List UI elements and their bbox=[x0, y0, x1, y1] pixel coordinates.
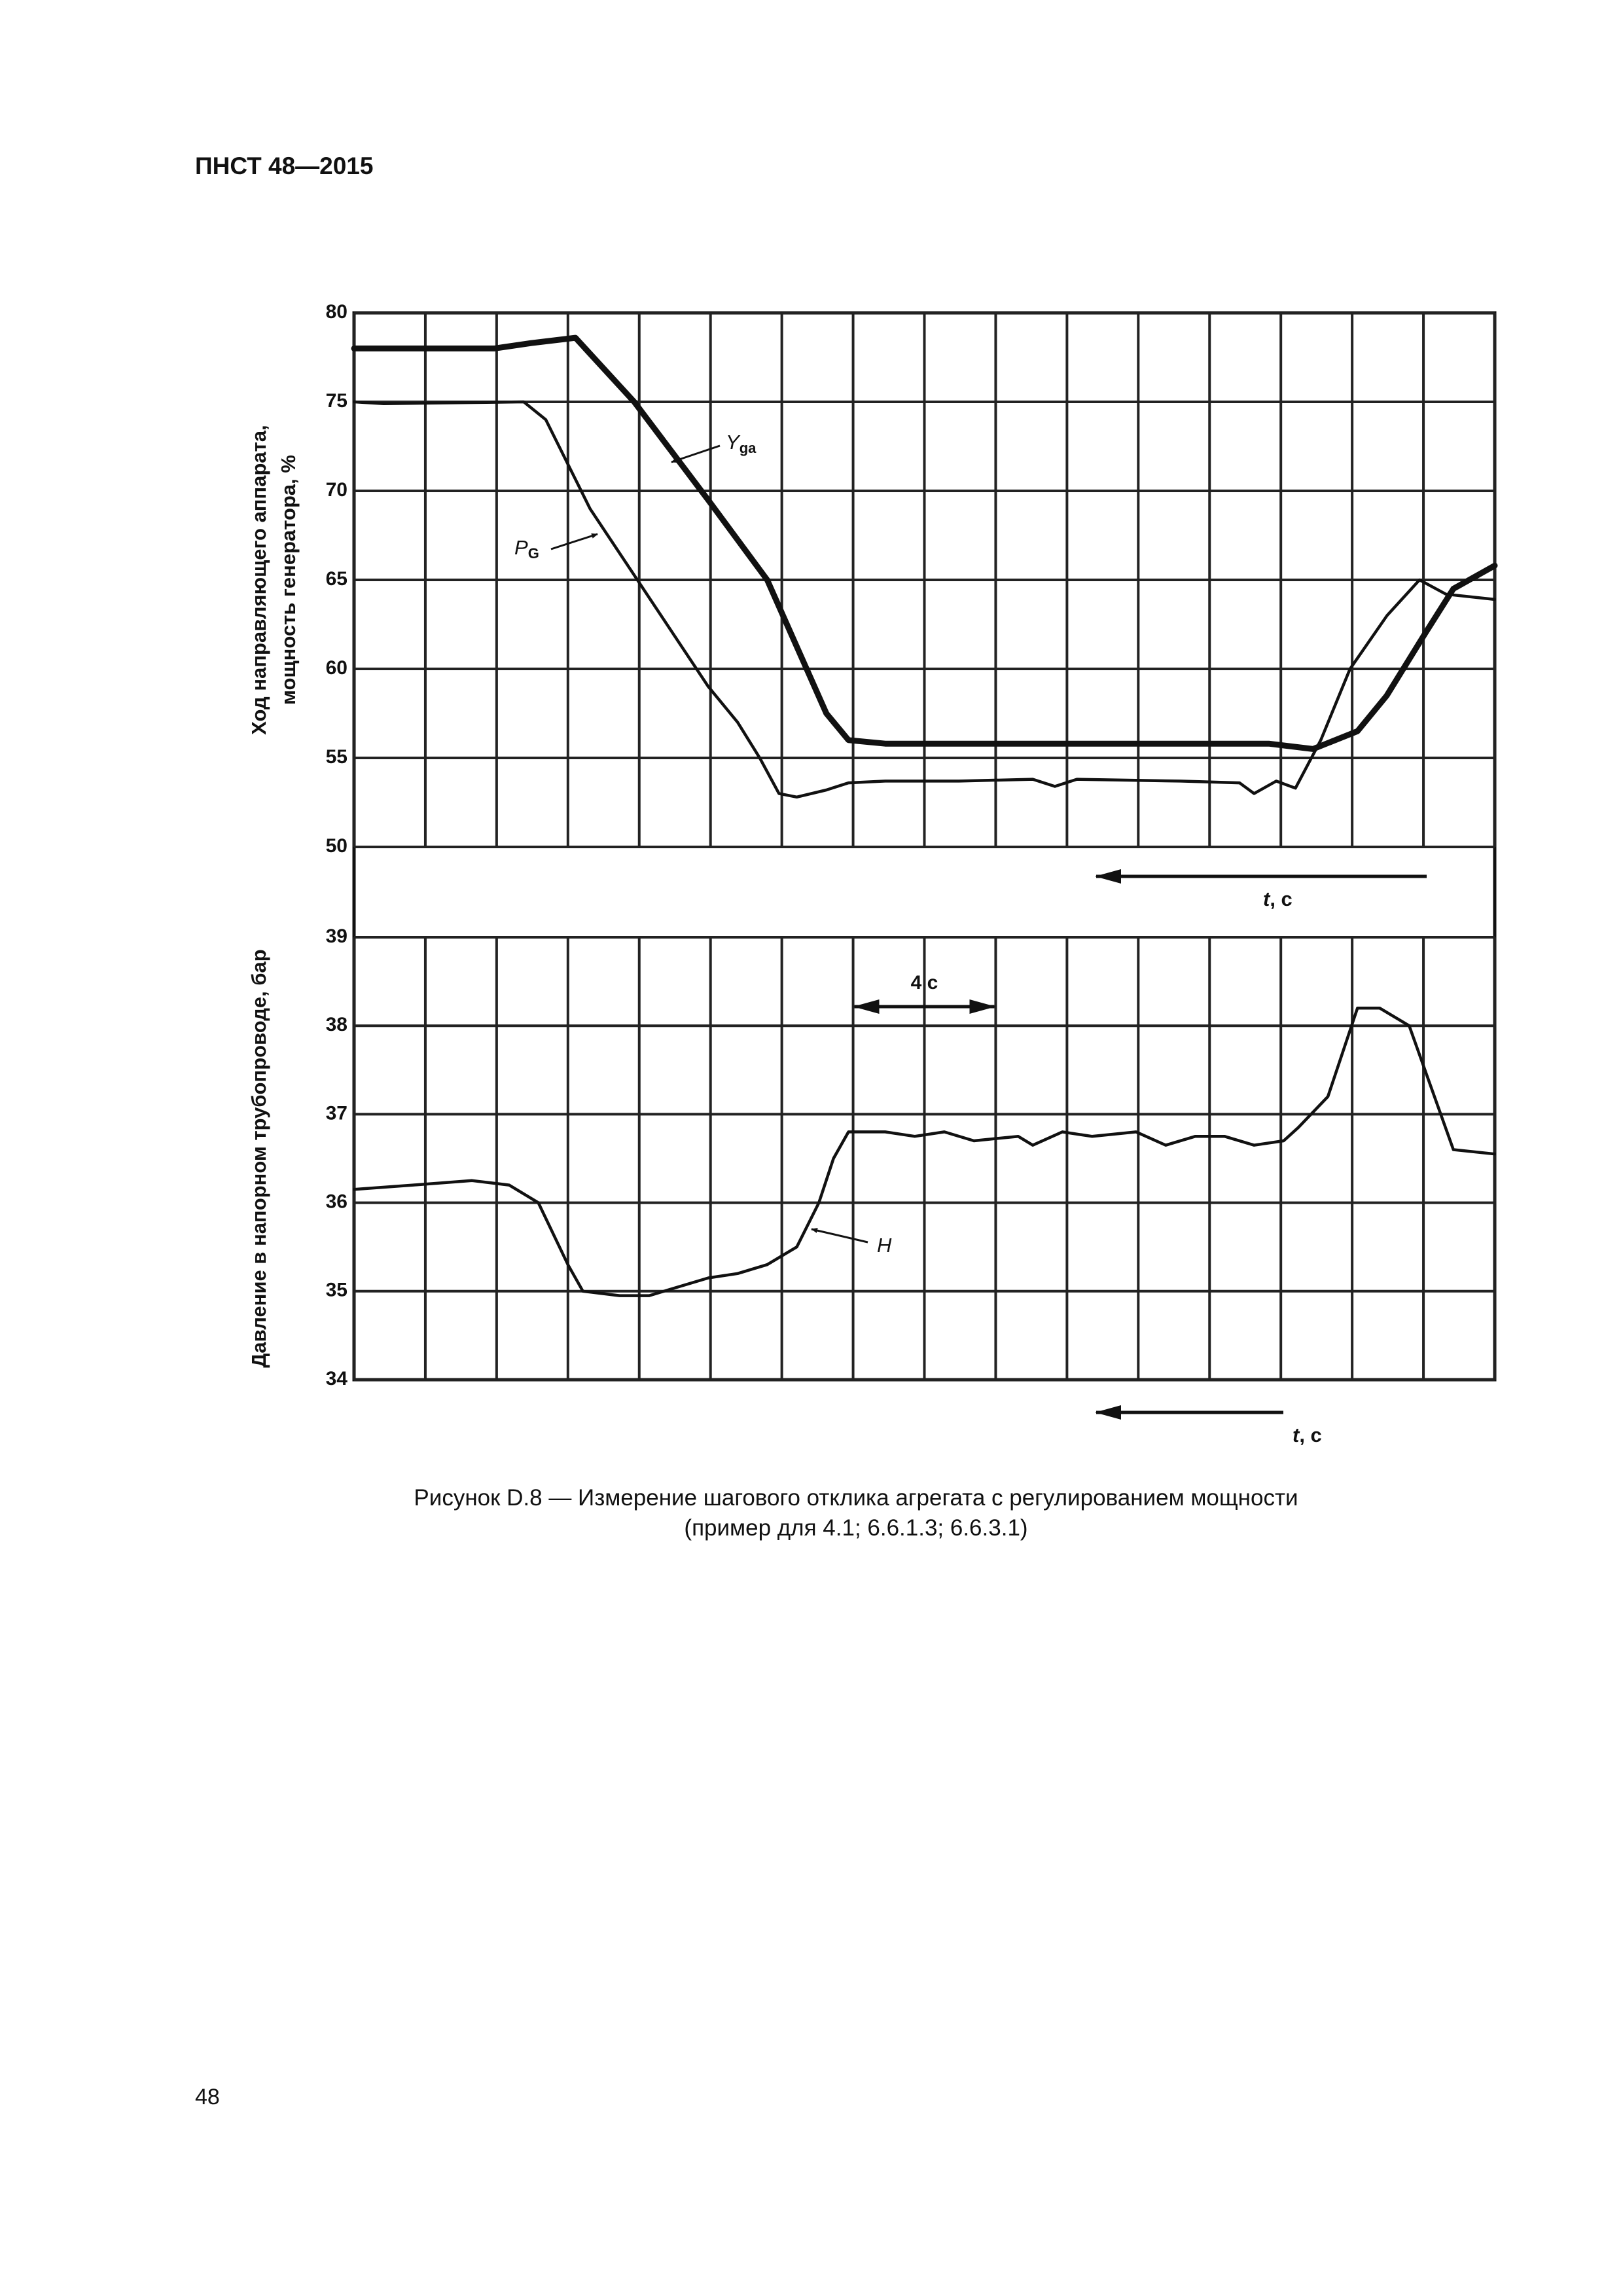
label-leader bbox=[671, 444, 721, 463]
y-tick-label: 35 bbox=[326, 1280, 348, 1301]
y-axis-label: Ход направляющего аппарата, bbox=[247, 425, 270, 734]
series-label-sub: G bbox=[528, 545, 539, 562]
data-line bbox=[352, 400, 1497, 799]
y-tick-label: 34 bbox=[326, 1368, 348, 1390]
y-axis-label: Давление в напорном трубопроводе, бар bbox=[247, 949, 270, 1367]
y-tick-label: 55 bbox=[326, 746, 348, 768]
caption-line: (пример для 4.1; 6.6.1.3; 6.6.3.1) bbox=[684, 1515, 1027, 1541]
series-label-sub: ga bbox=[740, 440, 757, 456]
time-unit: , с bbox=[1299, 1424, 1321, 1446]
y-tick-label: 60 bbox=[326, 657, 348, 679]
series-label-main: H bbox=[877, 1234, 892, 1257]
series-label: Yga bbox=[726, 431, 757, 456]
interval-label: 4 с bbox=[911, 972, 938, 994]
header-title: ПНСТ 48—2015 bbox=[195, 152, 373, 179]
y-tick-label: 37 bbox=[326, 1102, 348, 1124]
y-tick-label: 70 bbox=[326, 479, 348, 501]
time-unit: , с bbox=[1270, 888, 1292, 910]
time-symbol: t bbox=[1263, 888, 1271, 910]
page-number: 48 bbox=[195, 2085, 220, 2109]
series-label-main: P bbox=[514, 536, 528, 559]
time-label: t, с bbox=[1263, 888, 1293, 910]
label-leader bbox=[550, 533, 598, 550]
label-leader bbox=[811, 1228, 868, 1244]
series-label: PG bbox=[514, 536, 539, 562]
time-symbol: t bbox=[1293, 1424, 1300, 1446]
y-tick-label: 36 bbox=[326, 1191, 348, 1213]
series-label: H bbox=[877, 1234, 892, 1257]
y-tick-label: 50 bbox=[326, 835, 348, 857]
y-tick-label: 75 bbox=[326, 390, 348, 412]
data-line bbox=[352, 1006, 1497, 1297]
caption-line: Рисунок D.8 — Измерение шагового отклика… bbox=[414, 1485, 1298, 1511]
y-tick-label: 65 bbox=[326, 568, 348, 590]
data-line bbox=[351, 334, 1498, 752]
y-axis-label: мощность генератора, % bbox=[277, 455, 300, 705]
y-tick-label: 39 bbox=[326, 925, 348, 947]
time-label: t, с bbox=[1293, 1424, 1322, 1446]
y-tick-label: 38 bbox=[326, 1014, 348, 1035]
series-label-main: Y bbox=[726, 431, 741, 454]
y-tick-label: 80 bbox=[326, 301, 348, 323]
